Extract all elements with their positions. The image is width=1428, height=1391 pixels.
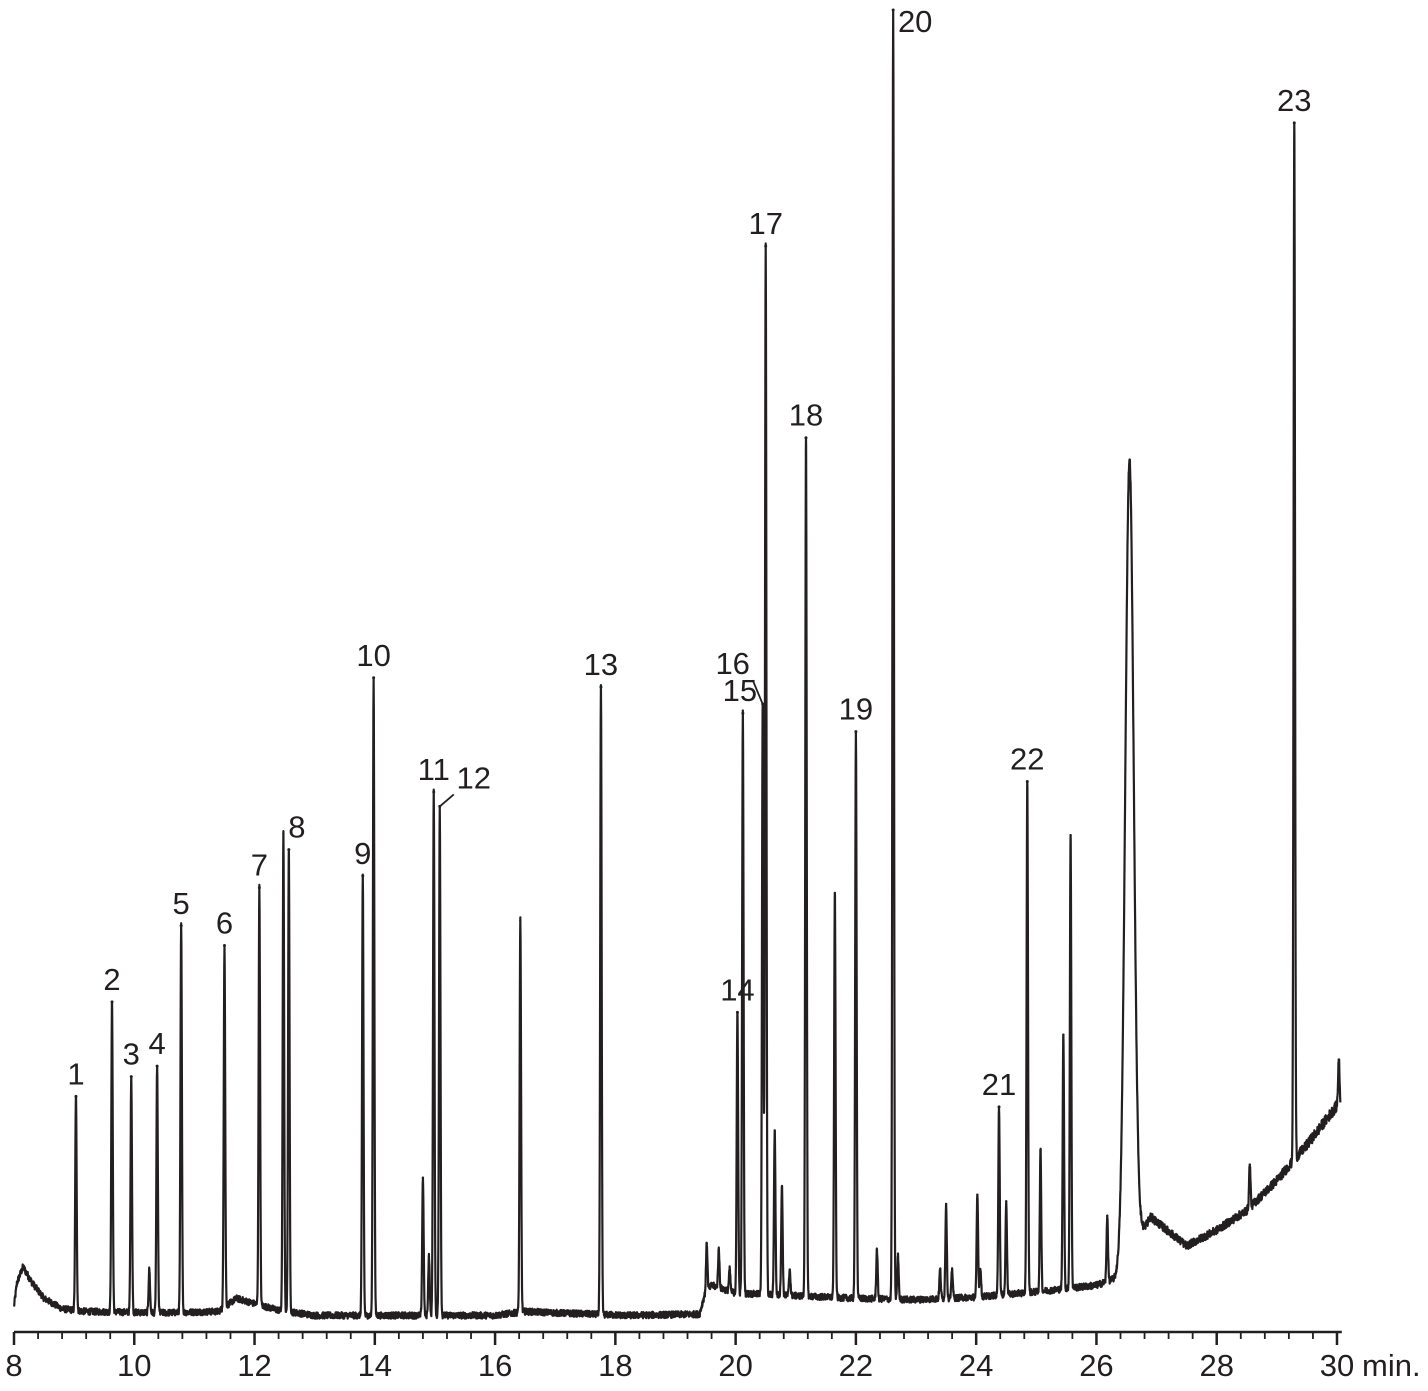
peak-label-7: 7 — [251, 848, 268, 883]
unlabeled-peak-apex — [1106, 1214, 1109, 1217]
peak-13-apex — [599, 685, 603, 689]
peak-2-apex — [110, 1000, 114, 1004]
unlabeled-peak-apex — [717, 1248, 720, 1252]
peak-14-apex — [735, 1010, 739, 1014]
peak-label-4: 4 — [148, 1026, 165, 1061]
peak-19-apex — [854, 730, 858, 734]
peak-label-14: 14 — [720, 972, 754, 1007]
x-tick-label-28: 28 — [1199, 1348, 1233, 1383]
peak-4-apex — [155, 1064, 159, 1068]
unlabeled-peak-apex — [148, 1268, 151, 1271]
unlabeled-peak-apex — [705, 1242, 708, 1245]
unlabeled-peak-apex — [944, 1202, 948, 1206]
unlabeled-peak-apex — [519, 919, 522, 922]
peak-9-apex — [361, 874, 365, 878]
x-tick-label-8: 8 — [5, 1348, 22, 1383]
peak-10-apex — [372, 676, 376, 680]
peak-label-13: 13 — [584, 647, 618, 682]
unlabeled-peak-apex — [788, 1268, 791, 1271]
unlabeled-peak-apex — [728, 1268, 731, 1271]
unlabeled-peak-apex — [1128, 458, 1131, 462]
unlabeled-peak-apex — [833, 891, 837, 895]
peak-label-15: 15 — [723, 673, 757, 708]
x-tick-label-26: 26 — [1079, 1348, 1113, 1383]
unlabeled-peak-apex — [950, 1268, 954, 1271]
peak-21-apex — [997, 1105, 1001, 1109]
peak-8-apex — [287, 848, 291, 852]
peak-label-9: 9 — [354, 836, 371, 871]
unlabeled-peak-apex — [1062, 1033, 1065, 1036]
peak-label-1: 1 — [67, 1056, 84, 1091]
x-unit-label: min. — [1362, 1348, 1421, 1383]
unlabeled-peak-apex — [1039, 1148, 1042, 1152]
peak-label-21: 21 — [982, 1067, 1016, 1102]
unlabeled-peak-apex — [421, 1176, 425, 1179]
x-tick-label-10: 10 — [117, 1348, 151, 1383]
peak-label-10: 10 — [356, 638, 390, 673]
x-tick-label-12: 12 — [237, 1348, 271, 1383]
peak-label-23: 23 — [1277, 83, 1311, 118]
x-tick-label-18: 18 — [598, 1348, 632, 1383]
x-tick-label-24: 24 — [959, 1348, 993, 1383]
trace-layer — [13, 8, 1342, 1320]
peak-11-apex — [432, 790, 436, 794]
peak-label-20: 20 — [898, 4, 932, 39]
peak-label-19: 19 — [839, 692, 873, 727]
peak-17-apex — [764, 244, 768, 248]
peak-16-leader — [751, 679, 764, 705]
peak-label-6: 6 — [216, 905, 233, 940]
peak-18-apex — [804, 436, 808, 440]
x-tick-label-20: 20 — [718, 1348, 752, 1383]
peak-5-apex — [179, 924, 183, 928]
unlabeled-peak-apex — [1248, 1163, 1251, 1166]
x-tick-label-14: 14 — [358, 1348, 392, 1383]
peak-label-18: 18 — [789, 398, 823, 433]
unlabeled-peak-apex — [1337, 1058, 1340, 1061]
chromatogram-trace-series — [13, 8, 1342, 1320]
unlabeled-peak-apex — [773, 1129, 776, 1132]
peak-label-22: 22 — [1010, 741, 1044, 776]
peak-label-11: 11 — [418, 752, 450, 787]
unlabeled-peak-apex — [896, 1255, 900, 1258]
peak-label-16: 16 — [715, 646, 749, 681]
peak-label-8: 8 — [288, 810, 305, 845]
x-tick-label-30: 30 — [1320, 1348, 1354, 1383]
unlabeled-peak-apex — [976, 1193, 979, 1196]
unlabeled-peak-apex — [875, 1248, 879, 1252]
peak-15-apex — [741, 711, 745, 715]
unlabeled-peak-apex — [427, 1255, 431, 1258]
unlabeled-peak-apex — [1005, 1200, 1008, 1203]
unlabeled-peak-apex — [938, 1268, 942, 1271]
peak-7-apex — [257, 886, 261, 890]
peak-label-5: 5 — [173, 886, 190, 921]
peak-label-12: 12 — [457, 760, 491, 795]
peak-3-apex — [129, 1075, 133, 1079]
peak-6-apex — [222, 943, 226, 947]
peak-label-17: 17 — [748, 206, 782, 241]
peak-12-leader — [439, 793, 455, 808]
x-tick-label-16: 16 — [478, 1348, 512, 1383]
unlabeled-peak-apex — [780, 1185, 784, 1189]
x-tick-label-22: 22 — [839, 1348, 873, 1383]
peak-1-apex — [74, 1094, 78, 1098]
unlabeled-peak-apex — [282, 832, 285, 836]
peak-23-apex — [1292, 121, 1296, 125]
peak-label-3: 3 — [123, 1037, 140, 1072]
peak-20-apex — [891, 8, 895, 12]
unlabeled-peak-apex — [1069, 834, 1072, 837]
peak-label-2: 2 — [103, 962, 120, 997]
unlabeled-peak-apex — [979, 1268, 982, 1271]
peak-22-apex — [1025, 779, 1029, 783]
x-axis: 8 10 12 14 16 18 20 22 24 26 28 30 min. — [5, 1330, 1421, 1383]
